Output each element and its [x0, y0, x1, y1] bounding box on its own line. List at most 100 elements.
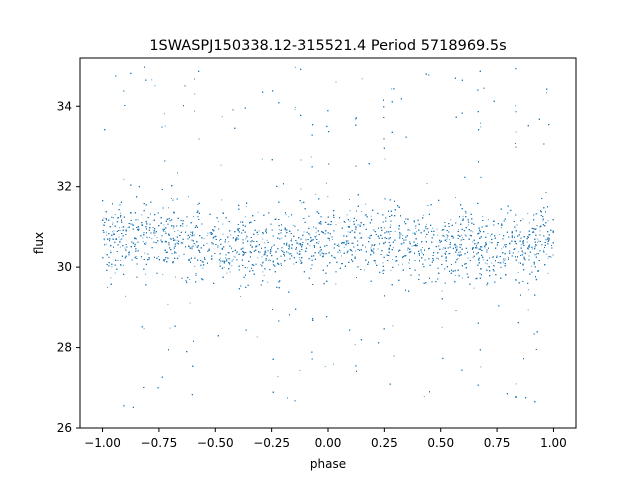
- data-point: [528, 222, 530, 224]
- data-point: [473, 287, 475, 289]
- data-point: [230, 234, 232, 236]
- data-point: [111, 266, 113, 268]
- data-point: [281, 250, 282, 251]
- data-point: [454, 275, 456, 277]
- data-point: [194, 93, 196, 95]
- data-point: [500, 227, 502, 229]
- data-point: [123, 264, 124, 266]
- data-point: [359, 224, 361, 226]
- data-point: [127, 227, 129, 229]
- data-point: [333, 363, 334, 365]
- data-point: [262, 238, 264, 240]
- data-point: [112, 223, 114, 225]
- data-point: [482, 259, 484, 261]
- data-point: [251, 247, 253, 248]
- data-point: [522, 218, 524, 220]
- data-point: [526, 241, 528, 243]
- data-point: [103, 217, 105, 219]
- data-point: [206, 243, 208, 244]
- data-point: [217, 221, 219, 223]
- data-point: [460, 247, 462, 249]
- data-point: [294, 66, 296, 68]
- data-point: [532, 248, 534, 250]
- data-point: [268, 259, 269, 261]
- data-point: [245, 205, 247, 207]
- data-point: [110, 250, 112, 252]
- data-point: [402, 263, 403, 265]
- data-point: [219, 239, 220, 241]
- data-point: [154, 85, 156, 87]
- data-point: [415, 231, 417, 233]
- data-point: [542, 220, 544, 222]
- data-point: [278, 229, 280, 231]
- data-point: [472, 231, 474, 233]
- data-point: [194, 110, 195, 112]
- data-point: [120, 260, 122, 262]
- data-point: [303, 231, 305, 233]
- data-point: [156, 237, 158, 239]
- data-point: [137, 219, 139, 221]
- data-point: [385, 220, 387, 222]
- data-point: [442, 248, 444, 250]
- data-point: [476, 243, 478, 245]
- data-point: [491, 257, 493, 259]
- data-point: [391, 88, 392, 90]
- data-point: [462, 237, 463, 239]
- data-point: [384, 158, 386, 160]
- data-point: [489, 241, 491, 243]
- data-point: [458, 252, 459, 254]
- data-point: [119, 239, 121, 241]
- data-point: [426, 183, 428, 184]
- data-point: [262, 233, 264, 235]
- data-point: [344, 221, 346, 223]
- data-point: [502, 246, 504, 248]
- data-point: [129, 223, 131, 225]
- data-point: [482, 216, 484, 218]
- data-point: [298, 257, 300, 258]
- data-point: [480, 126, 482, 128]
- data-point: [257, 234, 259, 235]
- data-point: [425, 236, 426, 238]
- data-point: [281, 237, 283, 239]
- data-point: [234, 256, 236, 258]
- data-point: [484, 247, 486, 249]
- data-point: [158, 256, 160, 258]
- data-point: [441, 290, 443, 292]
- data-point: [407, 249, 409, 251]
- data-point: [176, 239, 178, 241]
- data-point: [327, 223, 328, 225]
- data-point: [246, 235, 247, 237]
- data-point: [370, 247, 372, 249]
- data-point: [413, 220, 415, 221]
- data-point: [318, 241, 320, 243]
- data-point: [231, 265, 233, 267]
- data-point: [267, 281, 269, 283]
- data-point: [239, 295, 241, 297]
- data-point: [178, 255, 180, 257]
- data-point: [222, 233, 224, 235]
- data-point: [193, 216, 195, 217]
- data-point: [450, 219, 452, 221]
- data-point: [261, 158, 263, 160]
- data-point: [335, 283, 337, 285]
- data-point: [389, 233, 391, 235]
- data-point: [142, 241, 144, 243]
- data-point: [226, 258, 228, 260]
- data-point: [422, 247, 423, 248]
- data-point: [105, 243, 107, 245]
- data-point: [104, 224, 105, 226]
- data-point: [392, 325, 394, 327]
- data-point: [343, 246, 345, 248]
- data-point: [353, 242, 354, 244]
- data-point: [229, 263, 231, 265]
- data-point: [444, 235, 445, 237]
- data-point: [119, 227, 120, 229]
- data-point: [394, 231, 396, 232]
- data-point: [143, 328, 145, 330]
- data-point: [462, 277, 463, 279]
- data-point: [123, 178, 125, 180]
- data-point: [301, 202, 303, 204]
- data-point: [464, 234, 466, 236]
